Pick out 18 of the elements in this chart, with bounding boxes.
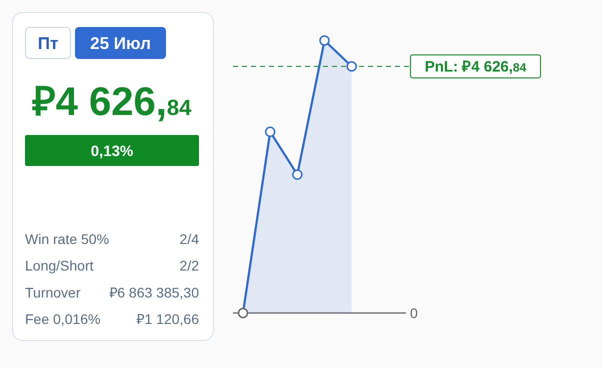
point bbox=[346, 61, 357, 72]
text: 2/2 bbox=[180, 258, 200, 274]
text: 0,13% bbox=[90, 143, 134, 160]
ref-line-label: PnL: ₽4 626,84 bbox=[424, 58, 527, 76]
text: 2/4 bbox=[180, 231, 200, 247]
text: Пт bbox=[38, 34, 58, 53]
text: Win rate 50% bbox=[25, 231, 110, 247]
text: 25 Июл bbox=[90, 34, 151, 53]
text: Fee 0,016% bbox=[25, 311, 100, 328]
point bbox=[292, 169, 303, 180]
text: 0 bbox=[410, 305, 418, 321]
point bbox=[319, 35, 330, 46]
text: ₽4 626,84 bbox=[32, 80, 192, 124]
text: ₽1 120,66 bbox=[136, 311, 200, 328]
text: ₽6 863 385,30 bbox=[109, 284, 200, 300]
point bbox=[264, 126, 276, 138]
text: Turnover bbox=[25, 284, 81, 300]
text: Long/Short bbox=[25, 258, 94, 274]
